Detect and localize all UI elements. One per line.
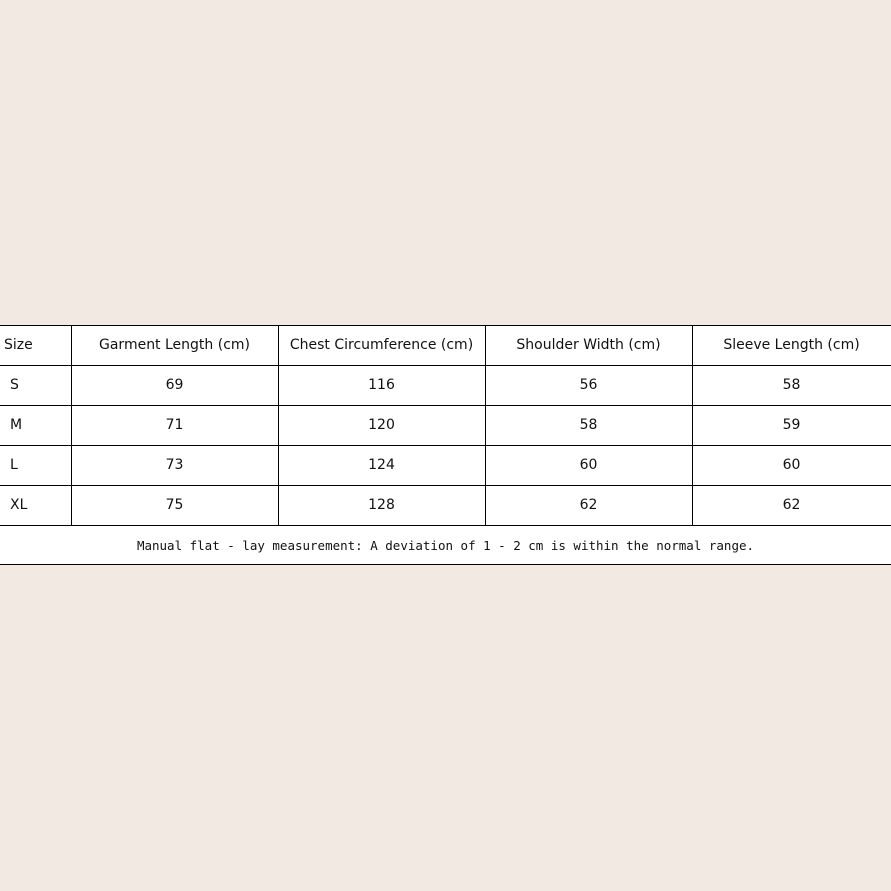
table-cell: 69	[71, 366, 279, 405]
header-cell: Sleeve Length (cm)	[723, 337, 860, 353]
table-cell: 60	[485, 446, 693, 485]
table-cell: 124	[278, 446, 486, 485]
table-cell: 116	[278, 366, 486, 405]
table-row: S 69 116 56 58	[0, 366, 891, 406]
table-cell: 58	[485, 406, 693, 445]
table-cell: 58	[782, 377, 801, 393]
table-cell: 71	[71, 406, 279, 445]
table-header-row: Size Garment Length (cm) Chest Circumfer…	[0, 326, 891, 366]
table-row: M 71 120 58 59	[0, 406, 891, 446]
table-cell: S	[0, 366, 72, 405]
table-row: XL 75 128 62 62	[0, 486, 891, 526]
size-chart-table: Size Garment Length (cm) Chest Circumfer…	[0, 325, 891, 565]
table-cell: 75	[71, 486, 279, 525]
table-cell: 59	[782, 417, 801, 433]
table-cell: 73	[71, 446, 279, 485]
table-cell: 56	[485, 366, 693, 405]
table-cell: 62	[485, 486, 693, 525]
header-cell: Garment Length (cm)	[71, 326, 279, 365]
table-cell: 60	[782, 457, 801, 473]
table-cell: 62	[782, 497, 801, 513]
table-cell: L	[0, 446, 72, 485]
table-cell: XL	[0, 486, 72, 525]
table-cell: 128	[278, 486, 486, 525]
table-cell: 120	[278, 406, 486, 445]
table-cell: M	[0, 406, 72, 445]
header-cell: Chest Circumference (cm)	[278, 326, 486, 365]
measurement-note: Manual flat - lay measurement: A deviati…	[136, 538, 755, 553]
header-cell: Size	[0, 326, 72, 365]
header-cell: Shoulder Width (cm)	[485, 326, 693, 365]
table-row: L 73 124 60 60	[0, 446, 891, 486]
